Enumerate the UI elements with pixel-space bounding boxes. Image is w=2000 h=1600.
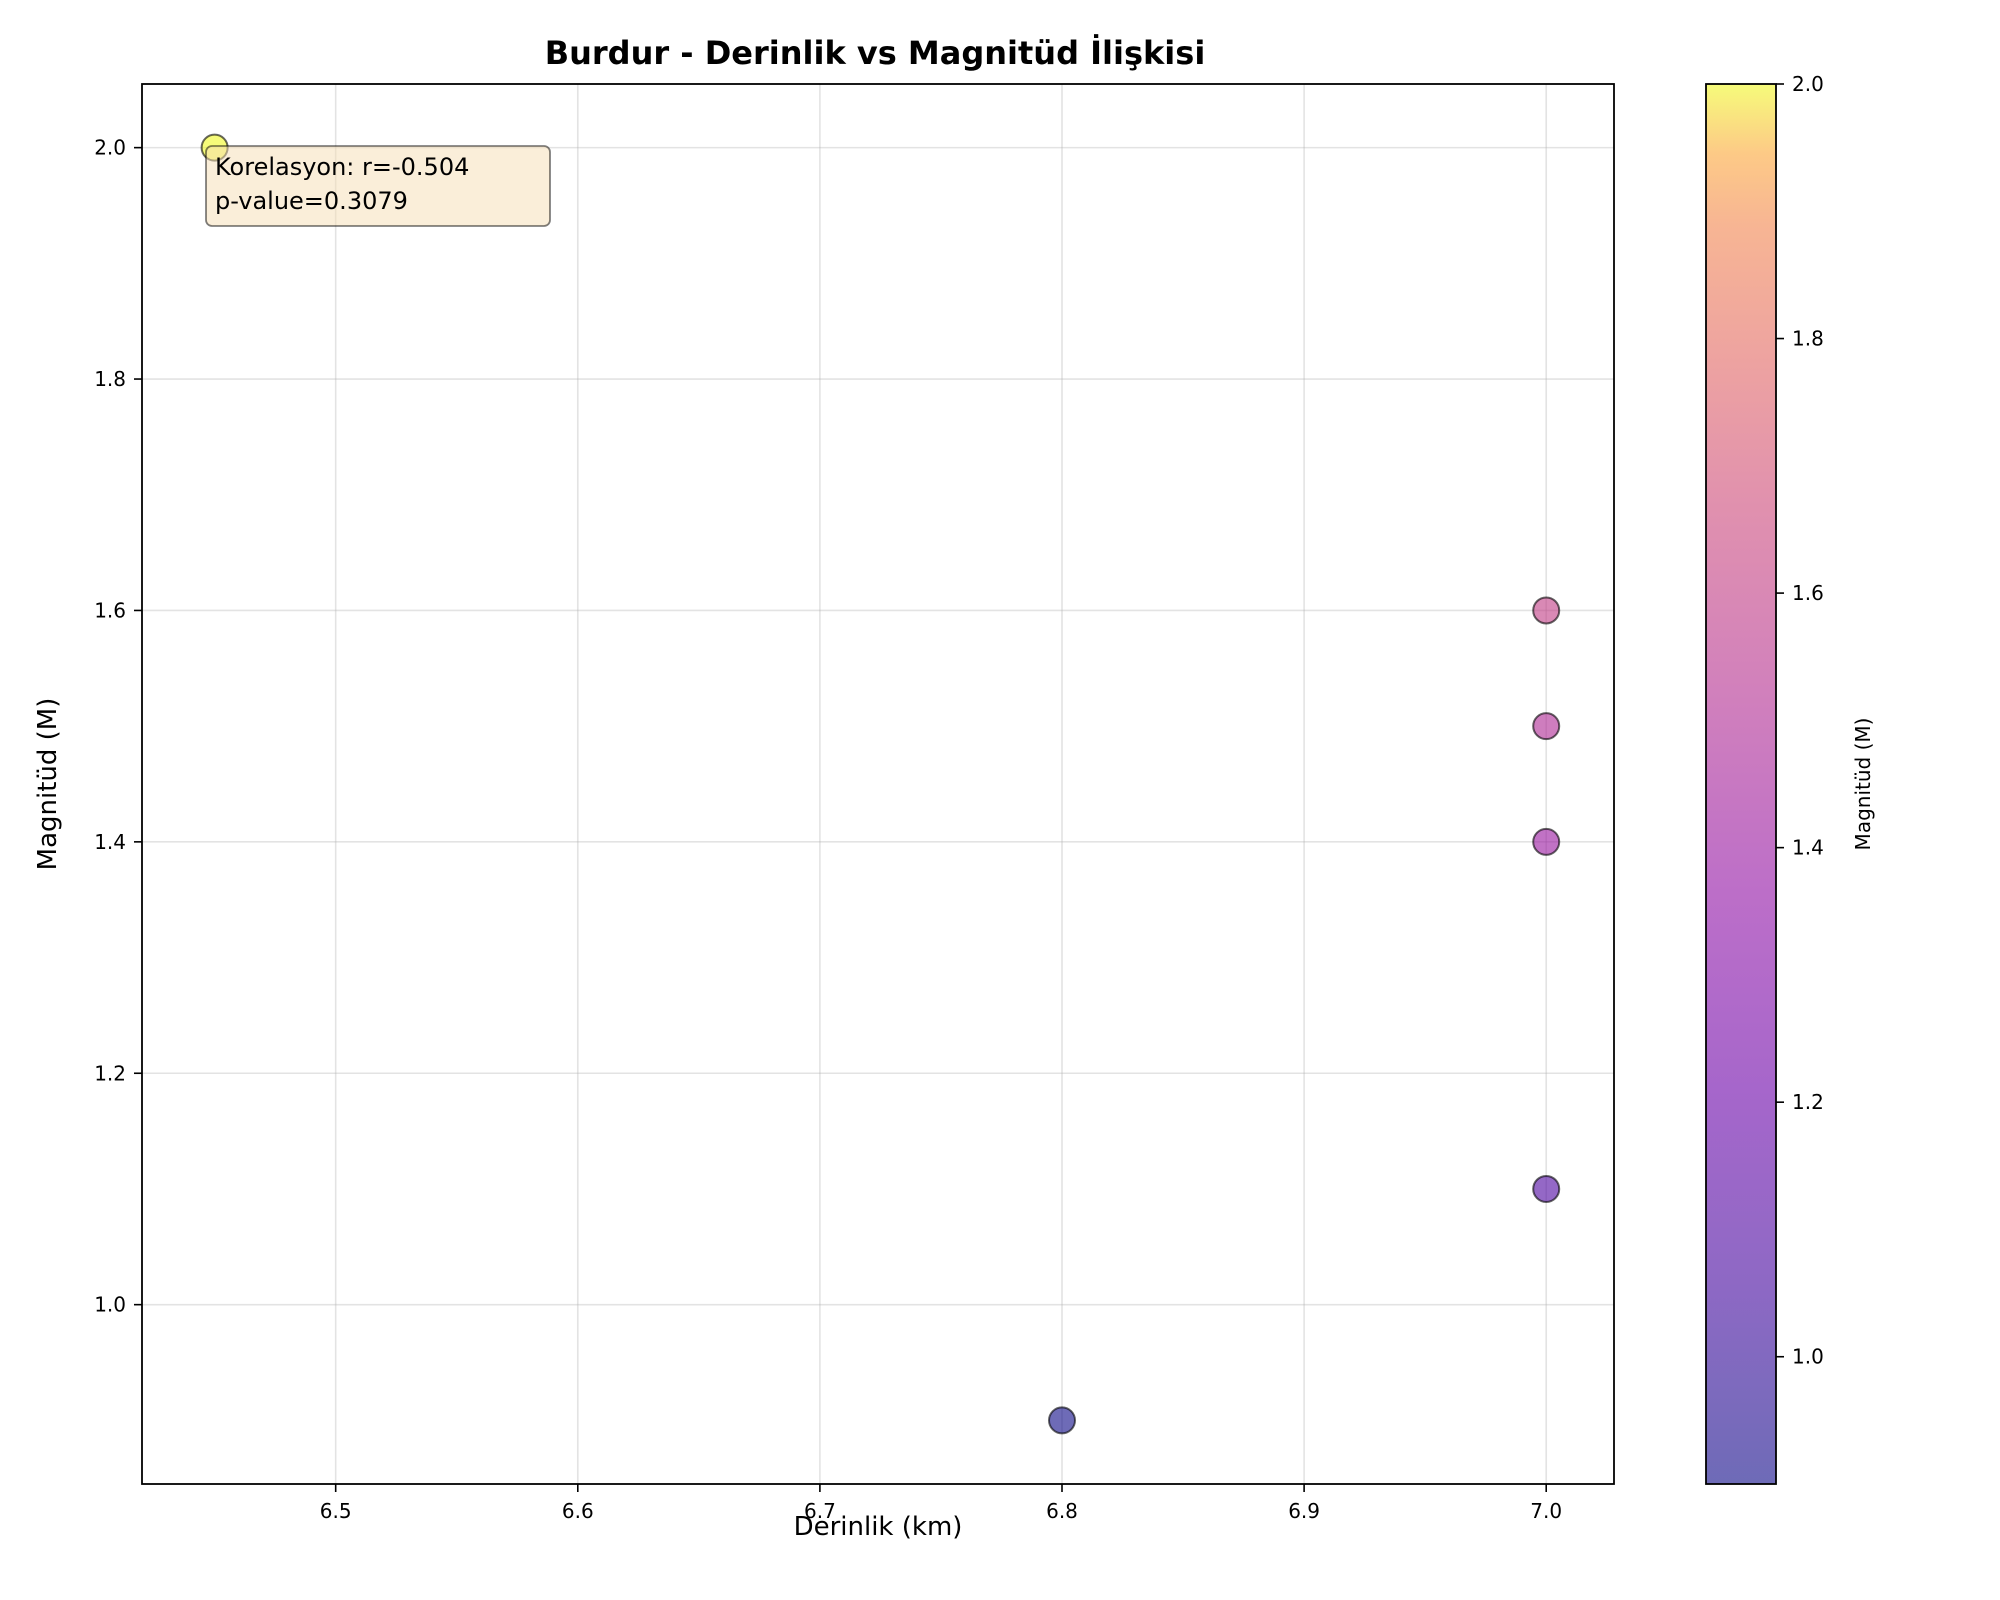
data-point: [1532, 596, 1561, 625]
colorbar-tick-label: 1.4: [1792, 836, 1824, 860]
y-axis-ticks: 1.0 1.2 1.4 1.6 1.8 2.0: [94, 136, 142, 1317]
colorbar-tick-label: 1.6: [1792, 581, 1824, 605]
data-point: [1532, 712, 1561, 741]
colorbar-ticks: 1.0 1.2 1.4 1.6 1.8 2.0: [1776, 72, 1824, 1369]
x-tick-label: 6.6: [562, 1499, 594, 1523]
y-tick-label: 1.6: [94, 598, 126, 622]
data-point: [1532, 827, 1561, 856]
annotation-box: [205, 145, 551, 227]
colorbar-tick-label: 1.0: [1792, 1345, 1824, 1369]
data-point: [1532, 1174, 1561, 1203]
data-points: [200, 133, 1561, 1435]
x-tick-label: 6.7: [804, 1499, 836, 1523]
annotation-p-value: p-value=0.3079: [215, 187, 408, 215]
colorbar-label: Magnitüd (M): [1851, 718, 1875, 851]
colorbar-tick-label: 1.8: [1792, 327, 1824, 351]
correlation-annotation: Korelasyon: r=-0.504 p-value=0.3079: [205, 145, 551, 227]
y-tick-label: 2.0: [94, 136, 126, 160]
x-axis-ticks: 6.5 6.6 6.7 6.8 6.9 7.0: [320, 1484, 1562, 1523]
colorbar-tick-label: 2.0: [1792, 72, 1824, 96]
y-tick-label: 1.4: [94, 830, 126, 854]
annotation-correlation: Korelasyon: r=-0.504: [215, 153, 469, 181]
x-axis-label: Derinlik (km): [794, 1512, 963, 1542]
grid-lines: [142, 84, 1614, 1484]
y-tick-label: 1.2: [94, 1061, 126, 1085]
plot-area-frame: [141, 83, 1615, 1485]
chart-title: Burdur - Derinlik vs Magnitüd İlişkisi: [545, 34, 1206, 72]
data-point: [1048, 1406, 1076, 1435]
y-axis-label: Magnitüd (M): [33, 698, 63, 871]
colorbar: 1.0 1.2 1.4 1.6 1.8 2.0 Magnitüd (M): [1705, 72, 1875, 1485]
colorbar-frame: [1705, 83, 1777, 1485]
x-tick-label: 6.5: [320, 1499, 352, 1523]
colorbar-gradient: [1706, 84, 1776, 1484]
y-tick-label: 1.8: [94, 367, 126, 391]
y-tick-label: 1.0: [94, 1293, 126, 1317]
colorbar-tick-label: 1.2: [1792, 1090, 1824, 1114]
x-tick-label: 6.9: [1288, 1499, 1320, 1523]
x-tick-label: 6.8: [1046, 1499, 1078, 1523]
x-tick-label: 7.0: [1530, 1499, 1562, 1523]
